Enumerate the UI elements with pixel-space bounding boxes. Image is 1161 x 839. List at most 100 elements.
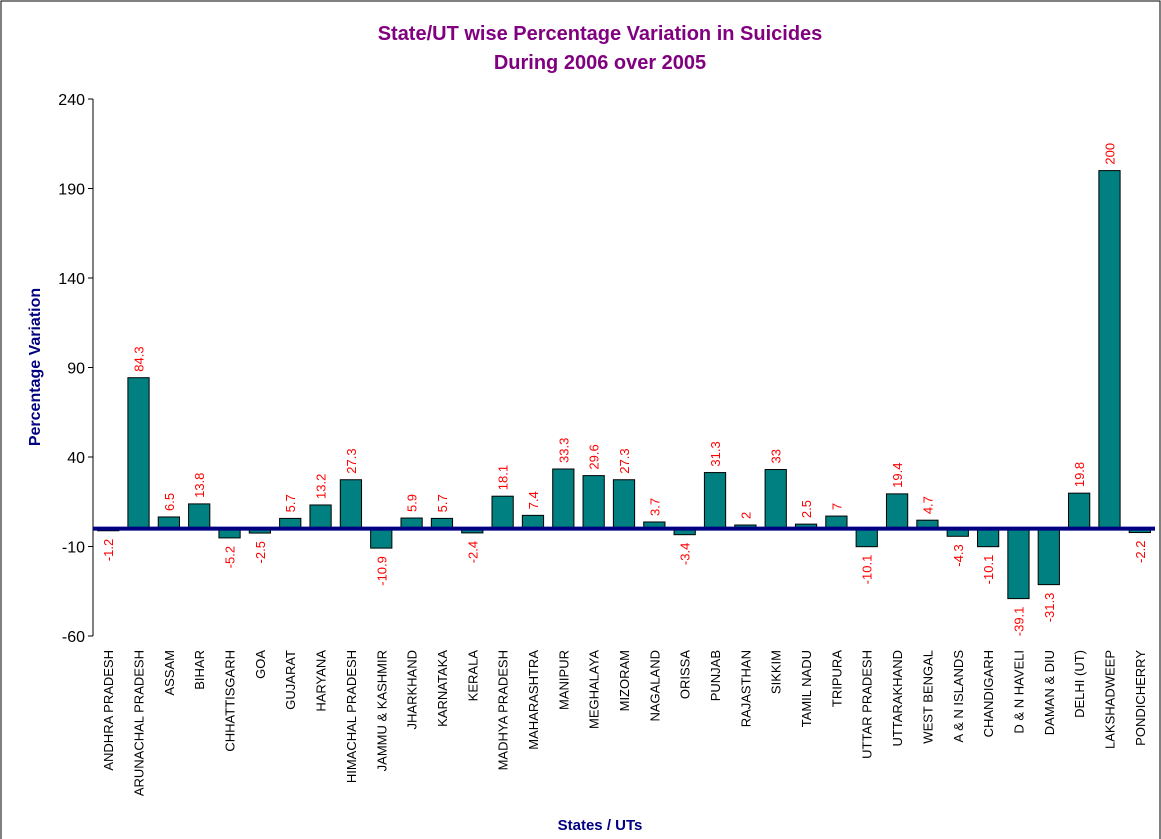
bar [339, 479, 363, 530]
value-label: 6.5 [162, 493, 177, 511]
x-tick-label: RAJASTHAN [738, 650, 753, 727]
y-tick-label: -60 [62, 629, 85, 646]
value-label: 27.3 [617, 448, 632, 473]
x-tick-label: JHARKHAND [405, 650, 420, 729]
bar [1098, 170, 1121, 530]
value-label: -1.2 [101, 539, 116, 561]
value-label: -2.4 [465, 541, 480, 563]
x-tick-label: CHANDIGARH [981, 650, 996, 737]
value-label: 31.3 [708, 441, 723, 466]
value-label: -5.2 [223, 546, 238, 568]
bar [612, 479, 636, 530]
bar [1007, 528, 1030, 600]
x-tick-label: DELHI (UT) [1072, 650, 1087, 718]
bar [1037, 528, 1060, 586]
bar [855, 528, 878, 548]
x-tick-label: CHHATTISGARH [223, 650, 238, 752]
value-label: 5.9 [405, 494, 420, 512]
x-tick-label: GOA [253, 650, 268, 679]
bar [491, 495, 514, 530]
x-tick-label: TAMIL NADU [799, 650, 814, 727]
bar [976, 528, 1000, 548]
x-tick-label: TRIPURA [829, 650, 844, 707]
x-tick-label: BIHAR [192, 650, 207, 690]
x-tick-label: UTTARAKHAND [890, 650, 905, 747]
value-label: 27.3 [344, 448, 359, 473]
bar [552, 468, 575, 530]
y-tick-label: 240 [58, 92, 85, 109]
value-label: -2.2 [1133, 541, 1148, 563]
value-label: -39.1 [1011, 607, 1026, 637]
bar [764, 469, 787, 530]
x-tick-label: MADHYA PRADESH [496, 650, 511, 770]
x-tick-label: ASSAM [162, 650, 177, 696]
x-tick-label: WEST BENGAL [920, 650, 935, 744]
chart-title: State/UT wise Percentage Variation in Su… [378, 23, 823, 45]
x-tick-label: A & N ISLANDS [951, 650, 966, 743]
bar [309, 504, 332, 530]
bar [188, 503, 211, 530]
value-label: 19.8 [1072, 462, 1087, 487]
bar [127, 377, 150, 530]
y-tick-label: 40 [67, 450, 85, 467]
x-tick-label: ORISSA [678, 650, 693, 699]
x-axis-label: States / UTs [558, 817, 643, 834]
x-tick-label: HARYANA [314, 650, 329, 712]
x-tick-label: UTTAR PRADESH [860, 650, 875, 759]
x-tick-label: NAGALAND [647, 650, 662, 722]
value-label: 2 [738, 512, 753, 519]
x-tick-label: MIZORAM [617, 650, 632, 711]
value-label: 4.7 [920, 496, 935, 514]
x-tick-label: SIKKIM [769, 650, 784, 694]
value-label: 33 [769, 449, 784, 463]
value-label: -10.1 [981, 555, 996, 585]
x-tick-label: DAMAN & DIU [1042, 650, 1057, 735]
value-label: 3.7 [647, 498, 662, 516]
x-tick-label: MAHARASHTRA [526, 650, 541, 750]
value-label: 7 [829, 503, 844, 510]
value-label: 33.3 [556, 438, 571, 463]
value-label: 7.4 [526, 491, 541, 509]
value-label: 13.8 [192, 473, 207, 498]
value-label: -2.5 [253, 541, 268, 563]
y-tick-label: -10 [62, 540, 85, 557]
x-tick-label: LAKSHADWEEP [1102, 650, 1117, 749]
x-tick-label: HIMACHAL PRADESH [344, 650, 359, 783]
y-tick-label: 190 [58, 182, 85, 199]
x-tick-label: ANDHRA PRADESH [101, 650, 116, 771]
x-tick-label: KARNATAKA [435, 650, 450, 727]
y-tick-label: 140 [58, 271, 85, 288]
value-label: 5.7 [435, 494, 450, 512]
value-label: 200 [1102, 143, 1117, 165]
value-label: -4.3 [951, 544, 966, 566]
y-axis-label: Percentage Variation [27, 288, 44, 446]
bar [703, 472, 727, 530]
bar [582, 475, 605, 530]
value-label: 5.7 [283, 494, 298, 512]
value-label: 18.1 [496, 465, 511, 490]
x-tick-label: MANIPUR [556, 650, 571, 710]
x-tick-label: GUJARAT [283, 650, 298, 710]
bar [1068, 492, 1091, 530]
value-label: 84.3 [132, 346, 147, 371]
x-tick-label: PONDICHERRY [1133, 650, 1148, 746]
chart-title: During 2006 over 2005 [494, 52, 706, 74]
x-tick-label: D & N HAVELI [1011, 650, 1026, 734]
x-tick-label: JAMMU & KASHMIR [374, 650, 389, 771]
bar [885, 493, 909, 530]
value-label: 13.2 [314, 474, 329, 499]
value-label: -3.4 [678, 543, 693, 565]
value-label: 19.4 [890, 463, 905, 488]
value-label: -31.3 [1042, 593, 1057, 623]
value-label: 29.6 [587, 444, 602, 469]
x-tick-label: MEGHALAYA [587, 650, 602, 729]
bar [370, 528, 393, 549]
value-label: 2.5 [799, 500, 814, 518]
x-tick-label: KERALA [465, 650, 480, 702]
x-tick-label: PUNJAB [708, 650, 723, 701]
value-label: -10.1 [860, 555, 875, 585]
x-tick-label: ARUNACHAL PRADESH [132, 650, 147, 796]
value-label: -10.9 [374, 556, 389, 586]
